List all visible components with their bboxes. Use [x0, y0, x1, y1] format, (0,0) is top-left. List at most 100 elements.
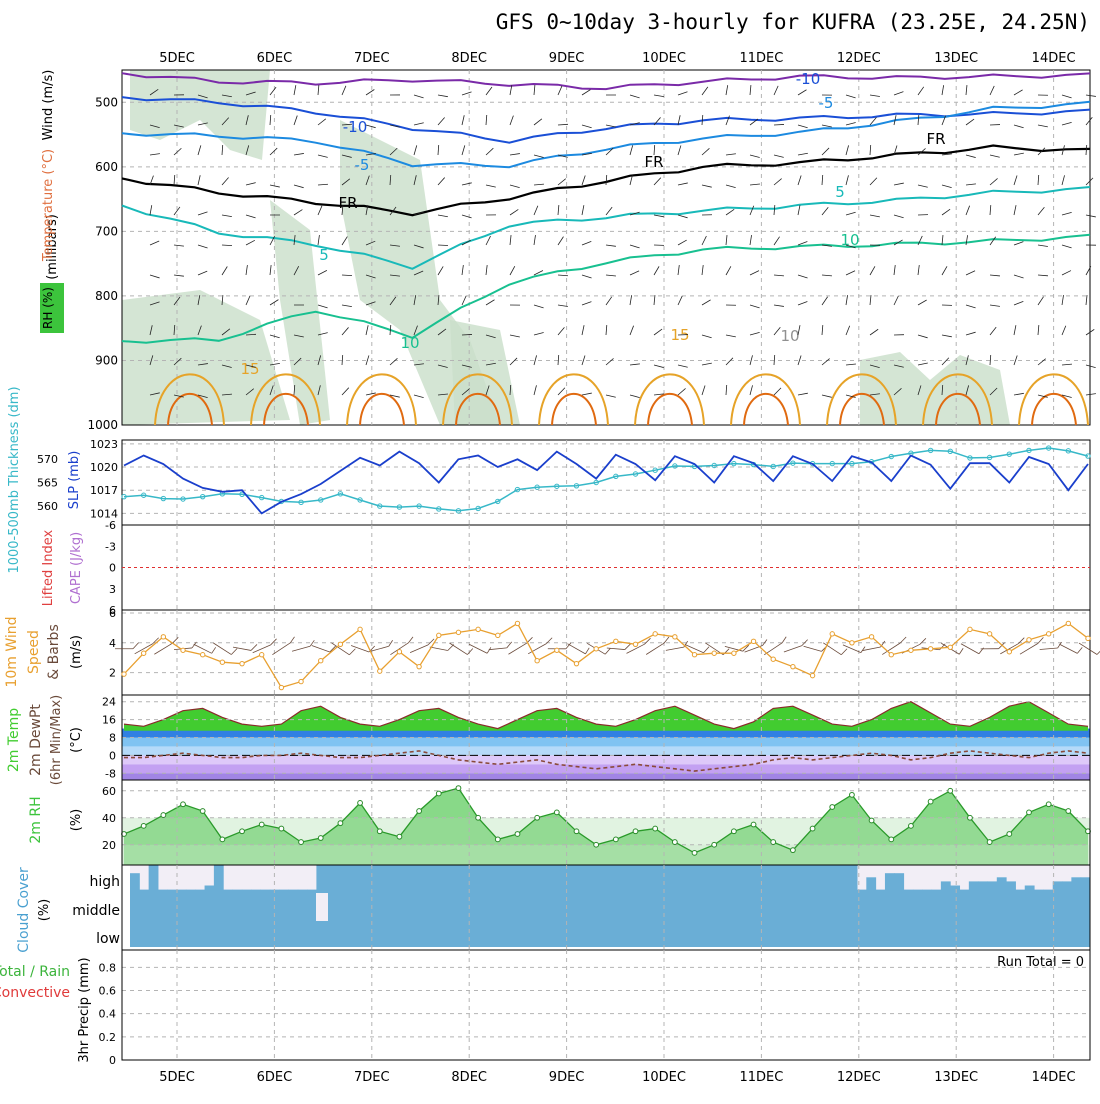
cloud-bar	[503, 865, 513, 947]
wind-barb	[750, 235, 752, 245]
cloud-bar	[1081, 877, 1091, 947]
wind-barb	[390, 358, 397, 365]
wind-barb	[846, 295, 848, 305]
wind-barb	[1059, 644, 1077, 653]
wind-barb	[654, 266, 659, 275]
wind-barb	[462, 215, 472, 218]
wind-barb	[438, 145, 439, 155]
wind-barb	[630, 145, 633, 155]
rh-point	[436, 791, 441, 796]
wind-barb	[678, 145, 681, 155]
wind-barb	[894, 296, 898, 305]
wind-barb	[469, 644, 487, 653]
wind-barb	[1038, 297, 1044, 305]
isotherm-15-cell	[731, 374, 800, 425]
wind-barb	[1038, 175, 1039, 185]
bottom-day-label: 14DEC	[1032, 1070, 1076, 1085]
wind-barb	[510, 266, 515, 275]
rh-point	[594, 842, 599, 847]
cloud-bar	[754, 865, 764, 947]
wind-barb	[150, 275, 160, 278]
wind-barb	[1062, 95, 1072, 98]
wind-barb	[646, 643, 664, 654]
wind-barb	[318, 85, 319, 95]
wind-barb	[942, 85, 944, 95]
temperature-tick-label: -8	[105, 767, 116, 780]
wind-barb-feather	[408, 637, 413, 643]
wind-speed-point	[220, 660, 224, 664]
wind-barb	[508, 643, 526, 654]
wind-barb	[726, 209, 734, 215]
wind-barb	[678, 215, 688, 218]
wind-barb	[246, 183, 256, 185]
wind-barb	[606, 297, 612, 305]
wind-barb	[966, 271, 975, 275]
wind-barb-feather	[605, 648, 610, 654]
cloud-bar	[279, 890, 289, 947]
cloud-bar	[885, 873, 895, 947]
wind-speed-point	[299, 679, 303, 683]
wind-speed-tick-label: 6	[109, 607, 116, 620]
wind-barb	[174, 175, 175, 185]
wind-barb	[510, 185, 520, 188]
wind-barb	[270, 265, 271, 275]
wind-barb	[702, 236, 706, 245]
cloud-bar	[1006, 881, 1016, 947]
contour-label: -5	[819, 94, 834, 112]
wind-legend-label: Wind (m/s)	[41, 70, 56, 141]
wind-barb	[822, 325, 823, 335]
wind-barb	[678, 183, 688, 185]
wind10m-label-3: & Barbs	[46, 624, 62, 680]
wind-barb	[534, 235, 535, 245]
temperature-band	[122, 764, 1090, 773]
pressure-tick-label: 600	[95, 160, 118, 174]
wind-barb-feather	[212, 647, 216, 653]
wind-barb	[630, 395, 640, 398]
wind-barb	[150, 205, 152, 215]
wind-barb	[726, 154, 736, 155]
wind-speed-point	[751, 639, 755, 643]
wind-barb	[606, 358, 614, 365]
wind-barb-feather	[664, 637, 669, 643]
wind-barb	[318, 305, 328, 308]
cloud-bar	[428, 865, 438, 947]
cloud-bar	[624, 865, 634, 947]
wind-barb	[774, 205, 775, 215]
wind-speed-point	[161, 635, 165, 639]
rh-point	[338, 821, 343, 826]
wind-barb	[726, 85, 728, 95]
wind-barb	[990, 155, 1000, 157]
wind-barb-feather	[251, 644, 257, 650]
wind-barb	[486, 300, 495, 305]
wind-barb	[1014, 205, 1016, 215]
cloud-bar	[689, 865, 699, 947]
wind-barb	[750, 332, 760, 335]
cloud-bar	[1053, 881, 1063, 947]
wind-barb-feather	[920, 638, 926, 644]
wind-speed-point	[476, 627, 480, 631]
cloud-unit-label: (%)	[37, 899, 52, 922]
cloud-bar	[969, 881, 979, 947]
temperature-band	[122, 738, 1090, 747]
rh-point	[456, 786, 461, 791]
wind-barb	[366, 89, 374, 95]
wind-speed-point	[122, 672, 126, 676]
wind-barb	[270, 115, 271, 125]
wind-barb	[366, 125, 376, 128]
cloud-bar	[549, 865, 559, 947]
bottom-day-label: 13DEC	[934, 1070, 978, 1085]
wind-barb	[1062, 122, 1072, 125]
wind-barb	[784, 646, 802, 652]
wind-barb	[1086, 365, 1096, 368]
wind-barb	[198, 271, 207, 275]
rh-point	[653, 826, 658, 831]
wind-barb	[630, 95, 640, 98]
rh-point	[771, 840, 776, 845]
wind-speed-point	[397, 650, 401, 654]
cloud-bar	[792, 865, 802, 947]
rh-point	[613, 837, 618, 842]
wind-barb	[750, 155, 760, 158]
cloud-bar	[195, 890, 205, 947]
cloud-bar	[1043, 890, 1053, 947]
